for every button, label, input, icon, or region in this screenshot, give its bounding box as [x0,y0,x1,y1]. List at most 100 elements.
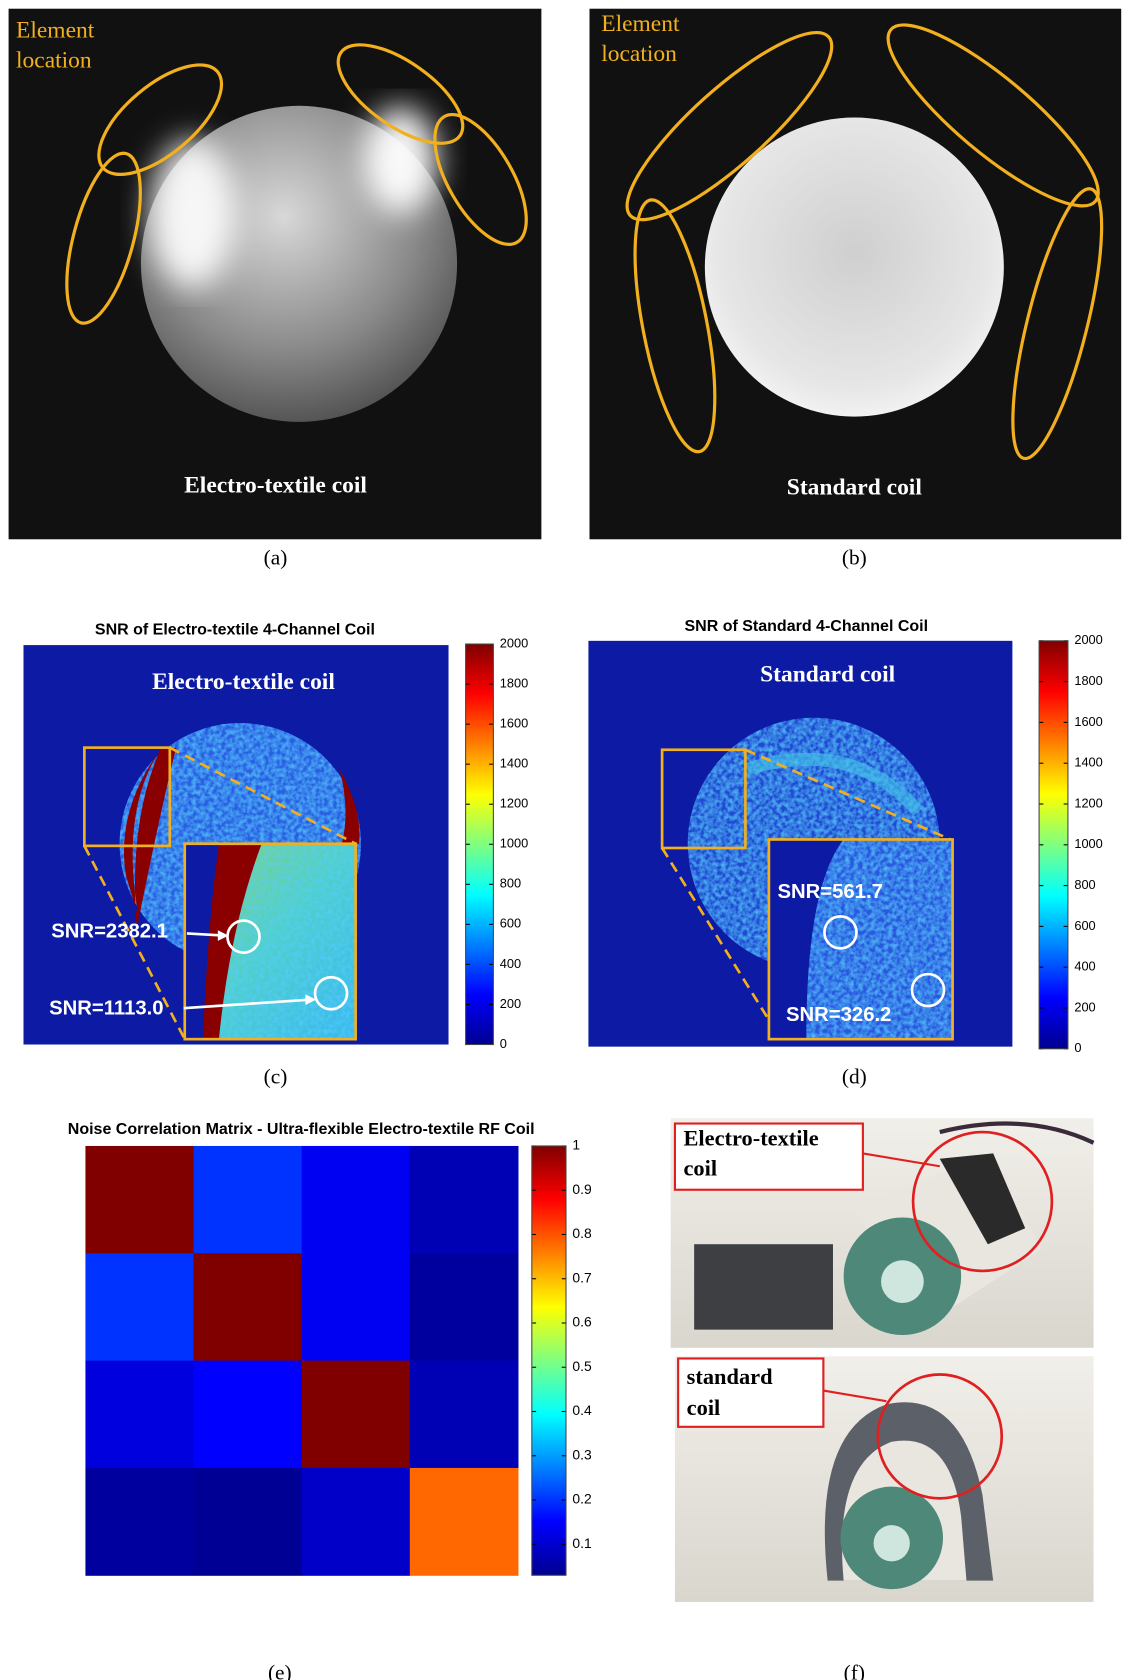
colorbar-tick-label: 1800 [500,675,528,690]
colorbar-border [1038,640,1069,1050]
colorbar-tick-label: 1 [572,1137,580,1153]
zoom-line [169,746,357,845]
heatmap-cell [409,1360,519,1469]
zoom-inset-border [767,838,954,1041]
annotation: Element [601,11,680,37]
heatmap-cell [85,1145,195,1254]
heatmap-cell [193,1145,303,1254]
annotation: location [16,47,92,73]
callout-arrow [862,1152,940,1168]
panel-label: (b) [842,546,867,570]
colorbar-tick-label: 0.4 [572,1402,592,1418]
textile-coil [939,1153,1026,1245]
colorbar-tick-label: 400 [1074,959,1095,974]
callout-text: coil [687,1395,721,1420]
heatmap-cell [193,1253,303,1362]
colorbar-tick-label: 0.8 [572,1225,592,1241]
colorbar [465,644,494,1045]
colorbar-tick-label: 0.7 [572,1269,592,1285]
hot-band [123,747,177,930]
heatmap-cell [409,1467,519,1576]
colorbar-tick-label: 0.1 [572,1535,592,1551]
roi [910,972,946,1008]
callout-arrow [823,1389,887,1403]
snr-annotation: SNR=326.2 [786,1004,891,1026]
phantom [704,117,1004,417]
colorbar-tick-label: 0 [500,1036,507,1051]
panel-d: SNR of Standard 4-Channel Coil Standard … [588,618,1068,1049]
callout-text: standard [687,1364,773,1389]
colorbar-border [465,643,494,1046]
colorbar-tick-label: 200 [1074,999,1095,1014]
highlight-circle [876,1373,1004,1500]
foam-block [694,1244,833,1330]
colorbar-tick-label: 1000 [1074,836,1102,851]
caption: Standard coil [760,661,896,687]
heatmap-cell [301,1467,411,1576]
panel-c: SNR of Electro-textile 4-Channel Coil El… [23,621,494,1045]
heatmap-cell [409,1145,519,1254]
plot-title: Noise Correlation Matrix - Ultra-flexibl… [68,1121,535,1138]
zoom-line [83,845,186,1040]
arrowhead [305,994,317,1005]
panel-label: (d) [842,1065,867,1089]
colorbar-tick-label: 1800 [1074,673,1102,688]
colorbar-tick-label: 1200 [500,796,528,811]
heatmap-cell [301,1145,411,1254]
colorbar-tick-label: 1400 [1074,755,1102,770]
panel-label: (e) [268,1660,292,1680]
heatmap-cell [409,1253,519,1362]
heatmap-cell [85,1467,195,1576]
heatmap-cell [301,1360,411,1469]
plot-title: SNR of Electro-textile 4-Channel Coil [95,621,375,638]
colorbar-tick-label: 0 [1074,1040,1081,1055]
heatmap-cell [193,1360,303,1469]
colorbar-tick-label: 600 [500,916,521,931]
roi [313,975,349,1011]
heatmap-cell [85,1360,195,1469]
colorbar-tick-label: 1600 [500,716,528,731]
snr-annotation: SNR=1113.0 [49,998,163,1020]
caption: Electro-textile coil [184,472,367,498]
inset-phantom [806,839,953,1040]
callout-text: Electro-textile [683,1126,818,1151]
annotation: Element [16,18,95,44]
snr-annotation: SNR=2382.1 [51,921,168,943]
zoom-line [744,748,951,841]
callout-text: coil [683,1156,717,1181]
colorbar-tick-label: 2000 [500,635,528,650]
colorbar [1039,640,1068,1049]
element-outlines [65,43,528,325]
highlight-circle [911,1130,1054,1273]
arrowhead [217,930,229,941]
panel-label: (f) [844,1660,865,1680]
signal-band [745,753,924,816]
colorbar-tick-label: 200 [500,996,521,1011]
element-outlines [625,23,1104,461]
panel-b: Element location Standard coil [589,8,1122,540]
colorbar-tick-label: 0.3 [572,1446,592,1462]
snr-annotation: SNR=561.7 [777,881,882,903]
panel-label: (c) [264,1065,288,1089]
colorbar-tick-label: 0.9 [572,1181,592,1197]
callout-box [673,1122,864,1191]
zoom-inset-border [183,842,357,1041]
colorbar-tick-label: 2000 [1074,632,1102,647]
colorbar-tick-label: 0.5 [572,1358,592,1374]
roi [823,915,858,950]
callout-box [677,1357,825,1428]
colorbar-tick-label: 1200 [1074,795,1102,810]
heatmap-cell [85,1253,195,1362]
colorbar-tick-label: 800 [1074,877,1095,892]
colorbar-tick-label: 800 [500,876,521,891]
phantom-core [881,1260,924,1303]
colorbar-tick-label: 1600 [1074,714,1102,729]
colorbar-tick-label: 1400 [500,756,528,771]
hot-band [339,768,360,844]
inset-hot-band [202,843,262,1040]
zoom-box [660,748,747,850]
panel-f: Electro-textile coil standard coil [670,1118,1095,1602]
colorbar-tick-label: 600 [1074,918,1095,933]
cable [939,1121,1095,1145]
